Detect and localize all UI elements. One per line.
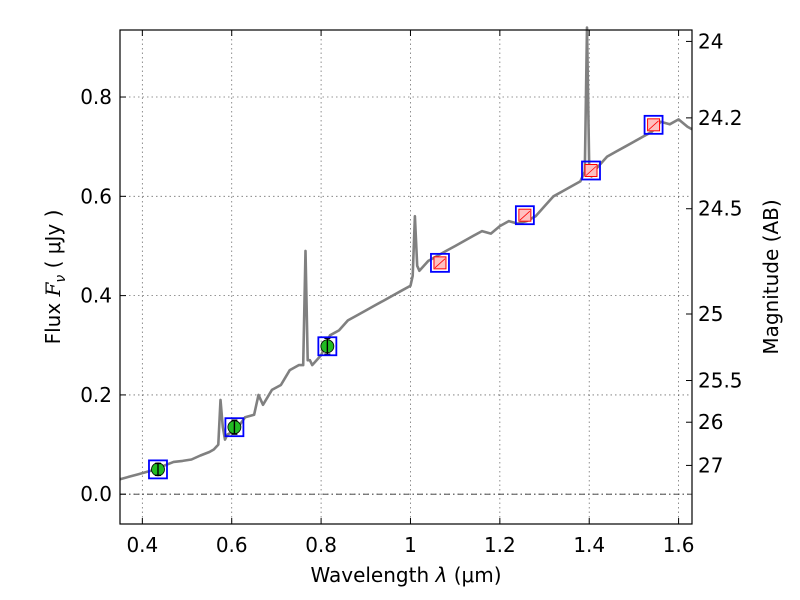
y-tick-label: 0.8 xyxy=(80,85,112,109)
x-tick-label: 0.8 xyxy=(305,533,337,557)
y2-tick-label: 25 xyxy=(698,302,723,326)
y2-axis-label: Magnitude (AB) xyxy=(759,199,783,354)
y-axis-label: Flux Fν ( μJy ) xyxy=(41,210,69,345)
model-box xyxy=(430,252,450,273)
y-tick-label: 0.6 xyxy=(80,184,112,208)
model-flux-marker-slash xyxy=(519,210,531,221)
y2-tick-label: 25.5 xyxy=(698,369,743,393)
spectrum-series xyxy=(119,26,693,481)
y2-tick-label: 24.5 xyxy=(698,197,743,221)
plot-frame xyxy=(119,29,693,525)
model-box xyxy=(581,160,601,181)
x-axis-label: Wavelength λ (μm) xyxy=(310,563,501,587)
model-box xyxy=(514,205,535,226)
model-flux-marker-slash xyxy=(434,258,446,269)
spectrum-line xyxy=(119,26,693,481)
y-tick-label: 0.0 xyxy=(80,482,112,506)
x-tick-label: 0.4 xyxy=(126,533,158,557)
x-tick-label: 1.6 xyxy=(663,533,695,557)
x-tick-label: 1.4 xyxy=(573,533,605,557)
x-axis-ticks: 0.4 0.6 0.8 1 1.2 1.4 1.6 xyxy=(126,30,695,557)
y-tick-label: 0.2 xyxy=(80,383,112,407)
model-box xyxy=(317,336,338,357)
x-tick-label: 1.2 xyxy=(484,533,516,557)
model-box xyxy=(643,114,664,135)
model-box xyxy=(148,459,168,480)
model-flux-marker-slash xyxy=(585,166,597,176)
y2-tick-label: 24.2 xyxy=(698,106,743,130)
y2-tick-label: 26 xyxy=(698,410,723,434)
y2-axis-ticks: 24 24.2 24.5 25 25.5 26 27 xyxy=(686,29,743,477)
x-tick-label: 0.6 xyxy=(216,533,248,557)
y-axis-ticks: 0.0 0.2 0.4 0.6 0.8 xyxy=(80,85,126,506)
y2-tick-label: 24 xyxy=(698,29,723,53)
y2-tick-label: 27 xyxy=(698,453,723,477)
photometry-points xyxy=(148,114,664,480)
model-box xyxy=(224,417,245,438)
y-tick-label: 0.4 xyxy=(80,284,112,308)
model-flux-marker-slash xyxy=(648,120,659,131)
x-tick-label: 1 xyxy=(404,533,417,557)
grid xyxy=(120,30,692,524)
